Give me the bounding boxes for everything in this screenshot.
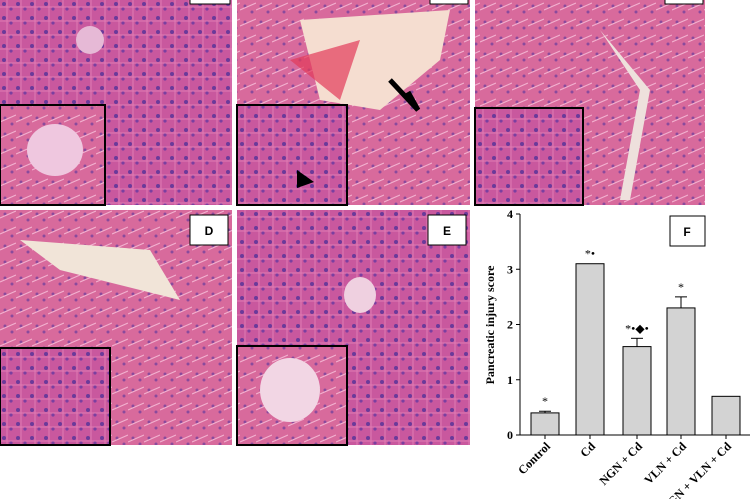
y-tick-label: 4 [507,207,513,221]
significance-label: * [678,280,684,294]
significance-label: *• [585,247,595,261]
bar [711,395,741,436]
y-tick-label: 3 [507,262,513,276]
micrographs: D E [0,0,705,446]
x-tick-label: Cd [577,439,598,460]
significance-label: *•◆• [625,321,649,335]
bar [666,307,696,436]
panel-box [669,215,706,247]
bar [575,263,605,436]
panel-label: E [443,224,451,238]
panel-label: D [205,224,214,238]
panel-label: F [683,225,690,239]
bar [622,346,652,436]
x-tick-label: Control [515,439,553,477]
bar [530,412,560,436]
x-tick-label: VLN + Cd [641,439,689,487]
y-tick-label: 0 [507,428,513,442]
y-axis-label: Pancreatic injury score [483,265,497,385]
y-tick-label: 1 [507,373,513,387]
significance-label: * [542,394,548,408]
x-tick-label: NGN + Cd [596,439,645,488]
y-tick-label: 2 [507,318,513,332]
